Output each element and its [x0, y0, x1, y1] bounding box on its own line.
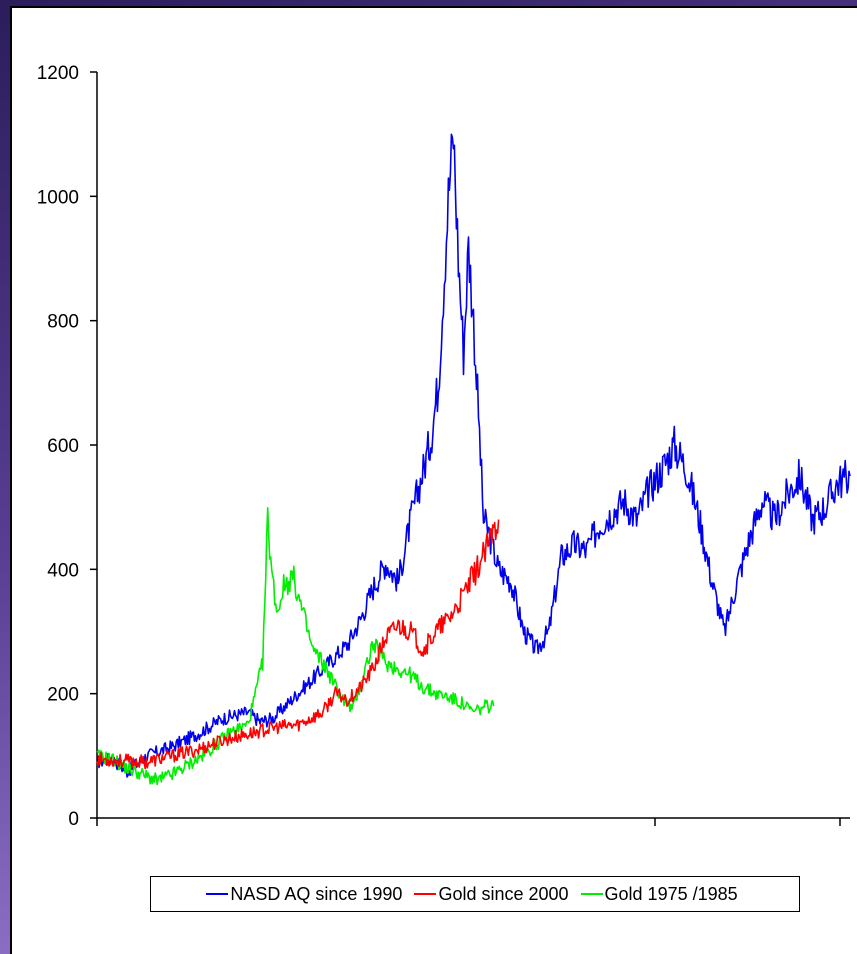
y-tick-label: 600 [47, 436, 79, 457]
legend-swatch-gold-1975 [580, 893, 603, 895]
series-gold-2000-line [96, 519, 500, 770]
series-gold-1975-line [96, 507, 495, 786]
y-tick-label: 400 [47, 560, 79, 581]
legend-label-nasdaq: NASD AQ since 1990 [230, 883, 403, 904]
series-group [96, 133, 851, 786]
y-tick-label: 800 [47, 312, 79, 333]
axes: 0 200 400 600 800 1000 1200 [37, 63, 850, 830]
y-tick-label: 0 [68, 809, 79, 830]
legend-item-gold-2000: Gold since 2000 [414, 883, 569, 905]
legend-swatch-nasdaq [206, 893, 229, 895]
legend: NASD AQ since 1990 Gold since 2000 Gold … [150, 876, 800, 912]
legend-item-nasdaq: NASD AQ since 1990 [206, 884, 402, 905]
legend-swatch-gold-2000 [414, 893, 437, 895]
series-nasdaq-line [96, 133, 851, 778]
legend-label-gold-1975: Gold 1975 /1985 [604, 883, 738, 904]
y-tick-label: 1000 [37, 187, 79, 208]
chart-panel [10, 6, 857, 954]
legend-label-gold-2000: Gold since 2000 [438, 883, 569, 904]
legend-item-gold-1975: Gold 1975 /1985 [580, 883, 738, 905]
y-tick-label: 200 [47, 685, 79, 706]
y-tick-label: 1200 [37, 63, 79, 84]
